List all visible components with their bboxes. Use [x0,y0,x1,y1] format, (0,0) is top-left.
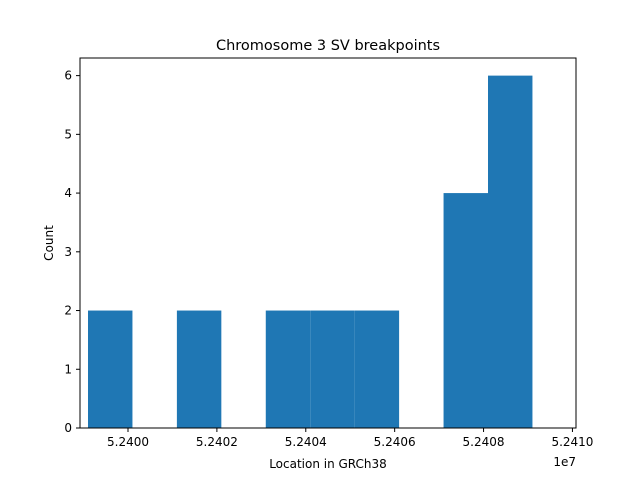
histogram-bar [176,310,222,428]
histogram-bar [88,310,133,428]
x-tick-label: 5.2402 [196,435,238,449]
y-tick-label: 6 [64,69,72,83]
histogram-bar [443,193,488,428]
x-tick-label: 5.2408 [463,435,505,449]
y-tick-label: 1 [64,362,72,376]
histogram-bar [265,310,311,428]
y-tick-label: 5 [64,127,72,141]
plot-frame [79,57,577,429]
y-axis-ticks: 0 1 2 3 4 5 6 [64,69,80,435]
x-tick-label: 5.2410 [551,435,593,449]
x-offset-label: 1e7 [553,455,576,469]
x-tick-label: 5.2400 [107,435,149,449]
x-axis-label: Location in GRCh38 [269,457,387,471]
y-tick-label: 4 [64,186,72,200]
chart-title: Chromosome 3 SV breakpoints [216,38,440,54]
histogram-bar [354,310,400,428]
x-tick-label: 5.2406 [374,435,416,449]
y-tick-label: 0 [64,421,72,435]
x-tick-label: 5.2404 [285,435,327,449]
bars-group [88,75,533,428]
y-tick-label: 2 [64,304,72,318]
histogram-bar [488,75,533,428]
x-axis-ticks: 5.2400 5.2402 5.2404 5.2406 5.2408 5.2410 [107,428,593,449]
y-axis-label: Count [42,225,56,261]
histogram-bar [310,310,355,428]
y-tick-label: 3 [64,245,72,259]
